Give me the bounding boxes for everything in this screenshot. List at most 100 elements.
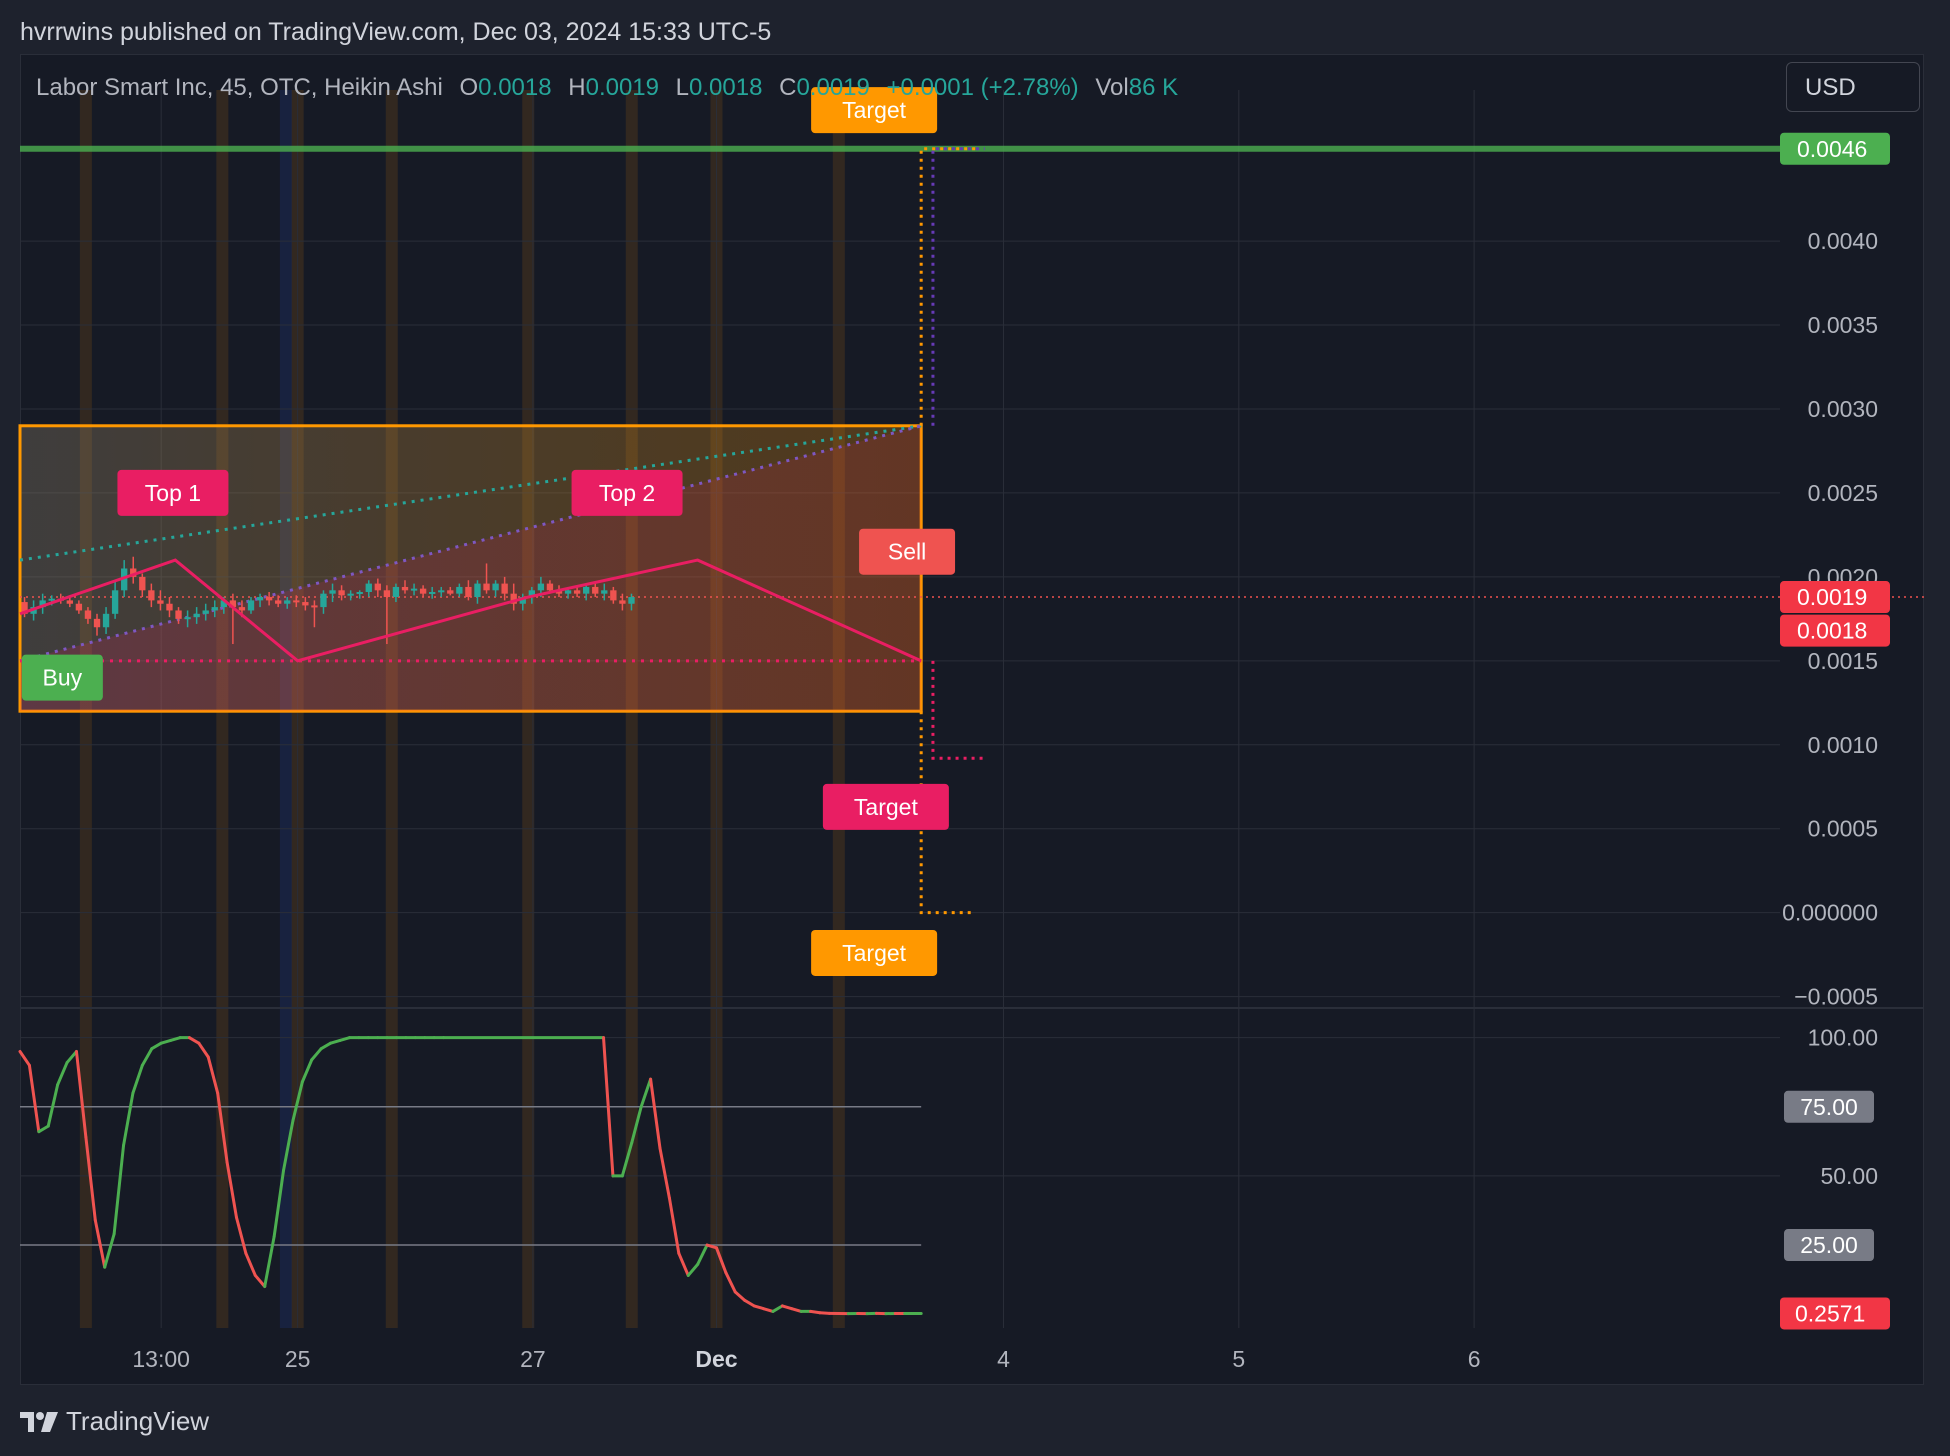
oscillator-segment xyxy=(187,1036,201,1045)
oscillator-tick-label: 100.00 xyxy=(1808,1025,1878,1051)
candle-body xyxy=(555,590,563,594)
price-tick-label: 0.000000 xyxy=(1782,900,1878,926)
high-label: H xyxy=(568,74,586,101)
oscillator-segment xyxy=(752,1304,766,1311)
oscillator-segment xyxy=(809,1309,822,1315)
oscillator-segment xyxy=(131,1063,144,1095)
candle-body xyxy=(492,583,499,591)
oscillator-segment xyxy=(282,1119,295,1172)
candle-body xyxy=(247,600,255,611)
oscillator-segment xyxy=(197,1041,210,1059)
candle-body xyxy=(193,613,200,618)
candle-body xyxy=(293,600,300,603)
candle-body xyxy=(139,576,146,591)
oscillator-segment xyxy=(84,1135,97,1222)
tradingview-icon xyxy=(20,1411,58,1432)
chart-frame[interactable] xyxy=(20,54,1924,1385)
low-label: L xyxy=(675,74,690,101)
oscillator-segment xyxy=(310,1047,323,1062)
pattern-line xyxy=(19,558,922,663)
candle-body xyxy=(365,583,372,592)
time-tick-label: 27 xyxy=(520,1346,546,1372)
candle-body xyxy=(619,600,626,604)
candle-body xyxy=(438,590,445,593)
oscillator-segment xyxy=(620,1141,634,1178)
oscillator-segment xyxy=(234,1215,248,1255)
oscillator-segment xyxy=(206,1055,220,1095)
target-path xyxy=(919,711,976,915)
candle-body xyxy=(628,597,635,604)
candle-body xyxy=(302,602,309,606)
candle-body xyxy=(66,600,73,604)
close-label: C xyxy=(779,74,797,101)
chart-label-box xyxy=(822,783,949,830)
candle-body xyxy=(483,583,490,591)
candle-body xyxy=(329,590,336,594)
oscillator-segment xyxy=(225,1160,238,1219)
candle-body xyxy=(383,590,391,598)
tradingview-logo[interactable]: TradingView xyxy=(20,1406,209,1437)
oscillator-segment xyxy=(159,1038,173,1045)
candle-body xyxy=(546,583,554,591)
oscillator-segment xyxy=(216,1091,229,1164)
oscillator-segment xyxy=(743,1298,756,1308)
candle-body xyxy=(130,568,137,577)
symbol-legend: Labor Smart Inc, 45, OTC, Heikin Ashi O 0… xyxy=(36,74,1178,102)
chart-label-box xyxy=(811,929,938,976)
oscillator-segment xyxy=(18,1049,31,1067)
oscillator-segment xyxy=(677,1251,690,1277)
price-badge-label: 0.0018 xyxy=(1797,618,1867,644)
candle-body xyxy=(21,602,28,614)
symbol-title[interactable]: Labor Smart Inc, 45, OTC, Heikin Ashi xyxy=(36,74,443,101)
candle-body xyxy=(238,607,246,611)
low-value: 0.0018 xyxy=(689,74,763,101)
candle-body xyxy=(510,593,517,604)
oscillator-segment xyxy=(74,1049,88,1139)
oscillator-segment xyxy=(150,1041,163,1051)
oscillator-segment xyxy=(244,1251,257,1277)
oscillator-segment xyxy=(46,1083,60,1128)
oscillator-segment xyxy=(263,1235,276,1289)
candle-body xyxy=(220,600,227,608)
candle-body xyxy=(184,617,191,620)
oscillator-segment xyxy=(790,1307,803,1313)
oscillator-segment xyxy=(93,1218,107,1269)
oscillator-segment xyxy=(37,1124,50,1134)
oscillator-segment xyxy=(780,1304,794,1311)
brand-name: TradingView xyxy=(66,1406,210,1436)
candle-body xyxy=(564,590,572,594)
candle-body xyxy=(573,590,581,594)
candle-body xyxy=(519,597,526,604)
candle-body xyxy=(429,591,436,594)
candle-body xyxy=(601,590,608,594)
oscillator-segment xyxy=(103,1232,116,1269)
time-tick-label: 13:00 xyxy=(132,1346,190,1372)
currency-button[interactable]: USD xyxy=(1786,62,1920,112)
chart-label-text: Sell xyxy=(888,539,926,565)
oscillator-segment xyxy=(696,1243,709,1266)
chart-label-box xyxy=(571,469,683,516)
oscillator-segment xyxy=(733,1290,747,1302)
time-tick-label: 25 xyxy=(285,1346,311,1372)
candle-body xyxy=(148,590,155,601)
candle-body xyxy=(320,593,327,608)
price-tick-label: 0.0010 xyxy=(1808,732,1878,758)
open-label: O xyxy=(459,74,479,101)
volume-label: Vol xyxy=(1095,74,1129,101)
high-value: 0.0019 xyxy=(585,74,659,101)
candle-body xyxy=(528,590,535,598)
oscillator-segment xyxy=(649,1077,662,1150)
published-info: hvrrwins published on TradingView.com, D… xyxy=(20,18,772,46)
chart-label-text: Buy xyxy=(43,665,83,691)
oscillator-segment xyxy=(253,1273,267,1289)
candle-body xyxy=(93,618,101,628)
oscillator-segment xyxy=(602,1036,615,1178)
time-tick-label: 6 xyxy=(1468,1346,1481,1372)
candle-body xyxy=(347,593,354,596)
candle-body xyxy=(48,598,55,601)
candle-body xyxy=(175,610,182,619)
target-path xyxy=(919,147,980,426)
oscillator-tick-label: 50.00 xyxy=(1820,1163,1878,1189)
oscillator-segment xyxy=(319,1041,333,1051)
